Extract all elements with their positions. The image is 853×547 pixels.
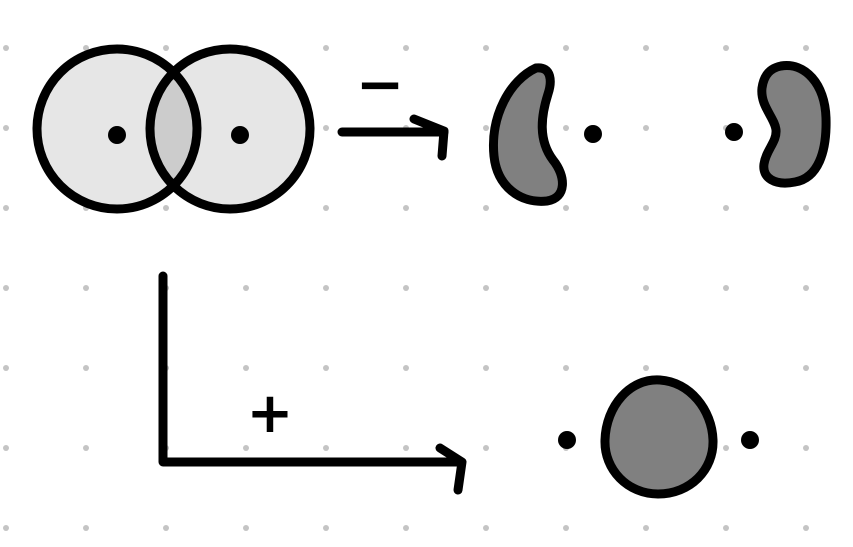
right-nucleus-dot <box>231 126 249 144</box>
right-lobe-shape <box>757 61 831 188</box>
grid-dot <box>163 45 169 51</box>
grid-dot <box>563 365 569 371</box>
grid-dot <box>3 45 9 51</box>
grid-dot <box>643 205 649 211</box>
grid-dot <box>803 525 809 531</box>
grid-dot <box>563 45 569 51</box>
overlapping-circles <box>32 44 315 214</box>
grid-dot <box>243 365 249 371</box>
grid-dot <box>643 125 649 131</box>
blob-left-dot <box>558 431 576 449</box>
grid-dot <box>403 445 409 451</box>
grid-dot <box>3 365 9 371</box>
grid-dot <box>163 525 169 531</box>
grid-dot <box>163 205 169 211</box>
grid-dot <box>323 205 329 211</box>
grid-dot <box>83 45 89 51</box>
grid-dot <box>643 45 649 51</box>
left-circle-outline <box>32 44 202 214</box>
grid-dot <box>243 525 249 531</box>
grid-dot <box>563 285 569 291</box>
grid-dot <box>3 285 9 291</box>
grid-dot <box>403 205 409 211</box>
grid-dot <box>323 45 329 51</box>
grid-dot <box>3 445 9 451</box>
grid-dot <box>323 365 329 371</box>
grid-dot <box>483 285 489 291</box>
grid-dot <box>403 285 409 291</box>
grid-dot <box>323 445 329 451</box>
top-arrow <box>337 114 449 161</box>
grid-dot <box>803 445 809 451</box>
grid-dot <box>723 45 729 51</box>
grid-dot <box>643 525 649 531</box>
plus-label: + <box>247 381 294 446</box>
grid-dot <box>483 445 489 451</box>
left-lobe-dot <box>584 125 602 143</box>
rounded-blob-shape <box>600 375 718 499</box>
grid-dot <box>403 525 409 531</box>
grid-dot <box>323 125 329 131</box>
grid-dot <box>723 525 729 531</box>
right-circle-outline <box>145 44 315 214</box>
left-lobe-shape <box>488 63 567 206</box>
grid-dot <box>3 205 9 211</box>
grid-dot <box>83 525 89 531</box>
grid-dot <box>83 285 89 291</box>
minus-label: − <box>356 50 405 118</box>
bottom-arrow <box>158 271 467 495</box>
grid-dot <box>483 365 489 371</box>
grid-dot <box>803 45 809 51</box>
grid-dot <box>83 445 89 451</box>
grid-dot <box>243 285 249 291</box>
left-nucleus-dot <box>108 126 126 144</box>
right-lobe-dot <box>725 123 743 141</box>
grid-dot <box>3 125 9 131</box>
grid-dot <box>403 365 409 371</box>
grid-dot <box>723 285 729 291</box>
grid-dot <box>323 285 329 291</box>
grid-dot <box>483 45 489 51</box>
grid-dot <box>483 525 489 531</box>
grid-dot <box>723 205 729 211</box>
grid-dot <box>723 365 729 371</box>
grid-dot <box>803 365 809 371</box>
grid-dot <box>643 285 649 291</box>
grid-dot <box>563 205 569 211</box>
grid-dot <box>723 445 729 451</box>
grid-dot <box>83 365 89 371</box>
grid-dot <box>403 45 409 51</box>
grid-dot <box>563 125 569 131</box>
grid-dot <box>483 125 489 131</box>
grid-dot <box>803 205 809 211</box>
blob-right-dot <box>741 431 759 449</box>
grid-dot <box>643 365 649 371</box>
grid-dot <box>483 205 489 211</box>
grid-dot <box>3 525 9 531</box>
grid-dot <box>803 285 809 291</box>
grid-dot <box>323 525 329 531</box>
grid-dot <box>243 445 249 451</box>
grid-dot <box>563 525 569 531</box>
